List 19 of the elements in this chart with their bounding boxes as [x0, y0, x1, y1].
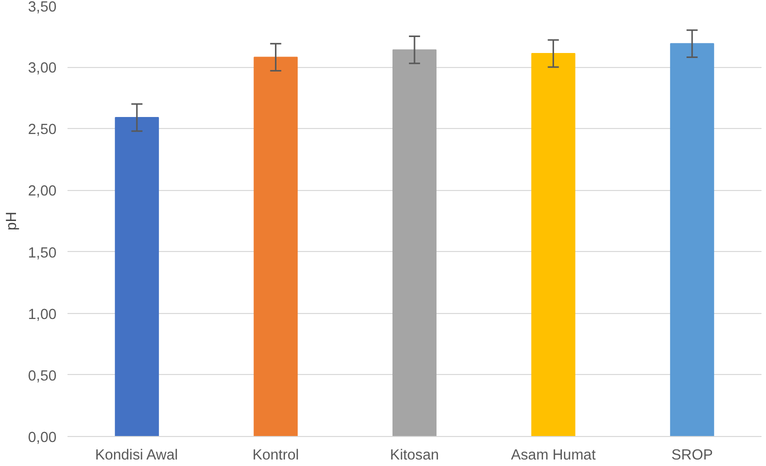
x-tick-label: SROP [671, 448, 713, 464]
x-tick-label: Kondisi Awal [95, 448, 178, 464]
x-tick-label: Asam Humat [510, 448, 596, 464]
bar [114, 117, 159, 436]
y-tick-label: 2,00 [28, 184, 57, 200]
y-tick-label: 2,50 [28, 122, 57, 138]
y-tick-label: 1,50 [28, 245, 57, 262]
y-axis-title: pH [4, 212, 20, 230]
x-tick-label: Kitosan [390, 448, 439, 464]
y-tick-label: 3,00 [28, 60, 57, 77]
y-tick-label: 0,00 [28, 430, 57, 446]
y-tick-label: 1,00 [28, 306, 57, 323]
y-tick-label: 3,50 [28, 0, 57, 16]
bar [254, 56, 298, 436]
x-tick-label: Kontrol [252, 448, 299, 464]
bar [531, 53, 576, 436]
bar [392, 49, 437, 436]
bar [670, 43, 714, 436]
y-tick-label: 0,50 [28, 368, 57, 384]
